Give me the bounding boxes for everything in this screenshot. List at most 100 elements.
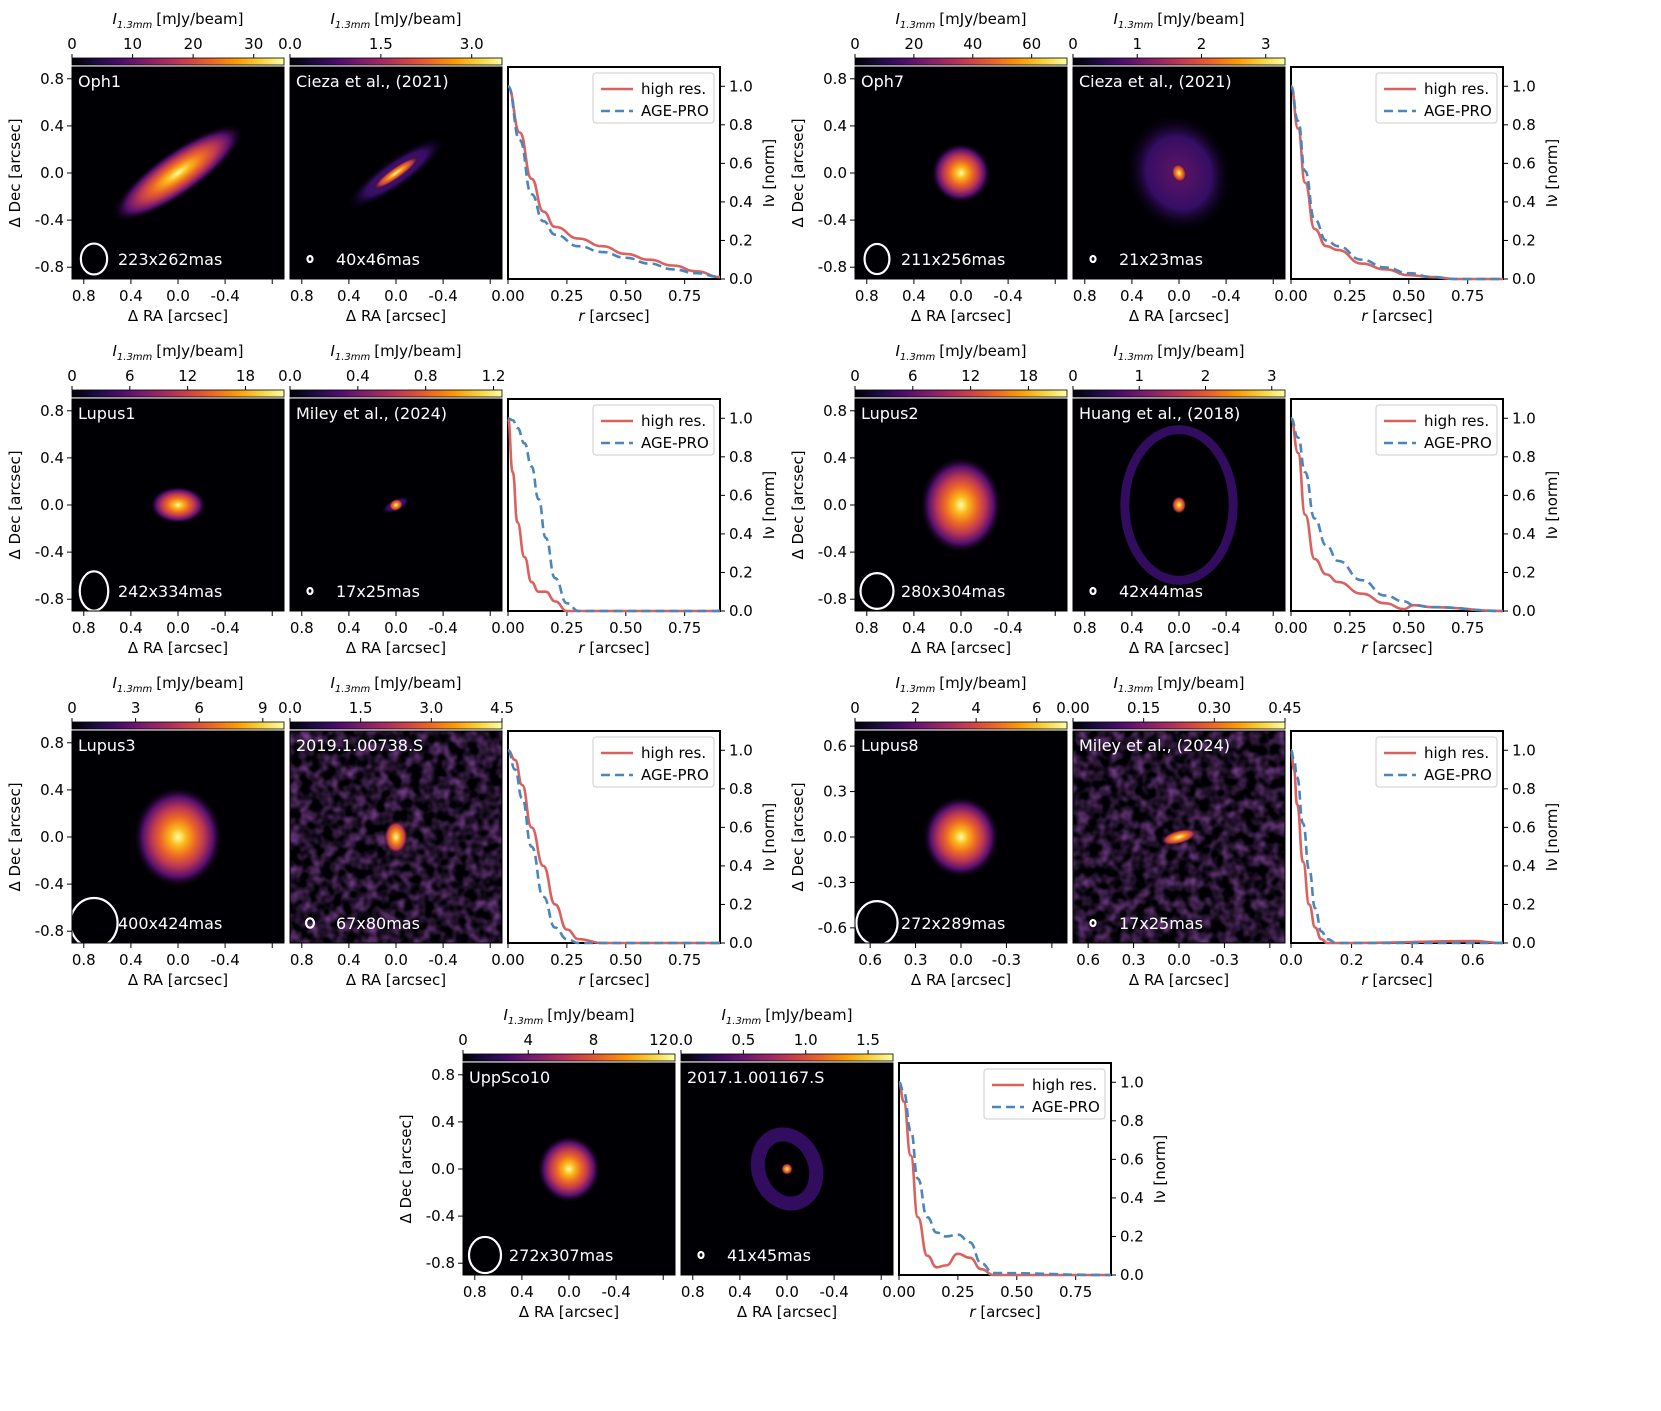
profile-ytick-label: 0.4 (729, 193, 753, 211)
map-xtick-label: 0.8 (290, 619, 314, 637)
profile-xtick-label: 0.0 (1279, 951, 1303, 969)
colorbar-label-symbol: I (1113, 10, 1118, 28)
profile-ytick-label: 0.4 (1512, 193, 1536, 211)
map-ytick-label: 0.8 (823, 402, 847, 420)
profile-xtick-label: 0.00 (491, 287, 524, 305)
map-xtick-label: 0.4 (1120, 619, 1144, 637)
profile-xtick-label: 0.25 (941, 1283, 974, 1301)
map-xtick-label: 0.8 (72, 951, 96, 969)
map-xtick-label: 0.0 (775, 1283, 799, 1301)
panel-group-oph7: 211x256mas Oph7 0.8 0.4 0.0 -0.4 Δ RA [arcsec]… (789, 10, 1561, 325)
colorbar-label-unit: [mJy/beam] (547, 1006, 634, 1024)
legend-label: AGE-PRO (1424, 766, 1492, 784)
series-line-age-pro (898, 1080, 1112, 1277)
map-ylabel: Δ Dec [arcsec] (789, 450, 807, 559)
colorbar-tick-label: 3 (1261, 35, 1271, 53)
map-ytick-label: 0.0 (431, 1160, 455, 1178)
profile-ylabel: Iν [norm] (1543, 803, 1561, 871)
colorbar-tick-label: 2 (911, 699, 921, 717)
colorbar-tick-label: 0.0 (278, 35, 302, 53)
colorbar-label-unit: [mJy/beam] (939, 342, 1026, 360)
colorbar-label: I1.3mm [mJy/beam] (1113, 674, 1244, 695)
map-highres (1073, 399, 1285, 611)
profile-ytick-label: 1.0 (1512, 409, 1536, 427)
map-agepro (855, 731, 1067, 943)
colorbar-label-unit: [mJy/beam] (156, 674, 243, 692)
profile-ytick-label: 0.6 (729, 154, 753, 172)
reference-label: 2017.1.001167.S (687, 1068, 824, 1087)
reference-label: Miley et al., (2024) (1079, 736, 1230, 755)
map-ytick-label: 0.0 (40, 496, 64, 514)
colorbar-label-unit: [mJy/beam] (374, 674, 461, 692)
profile-ytick-label: 0.8 (1120, 1112, 1144, 1130)
map-ytick-label: -0.8 (35, 590, 64, 608)
profile-xlabel: r [arcsec] (969, 1303, 1040, 1321)
profile-xtick-label: 0.25 (550, 951, 583, 969)
map-source (922, 795, 1000, 879)
panel-group-lupus8: 272x289mas Lupus8 0.6 0.3 0.0 -0.3 Δ RA [arcse… (789, 674, 1561, 989)
map-agepro (72, 399, 284, 611)
profile-ylabel: Iν [norm] (1151, 1135, 1169, 1203)
source-name: Oph1 (78, 72, 121, 91)
colorbar (854, 389, 1068, 398)
colorbar-tick-label: 0 (850, 367, 860, 385)
profile-xtick-label: 0.00 (1274, 287, 1307, 305)
series-line-age-pro (1289, 748, 1503, 945)
series-line-high-res (897, 1080, 1111, 1277)
map-xtick-label: 0.8 (1073, 287, 1097, 305)
profile-xlabel-unit: [arcsec] (976, 1303, 1041, 1321)
map-xlabel: Δ RA [arcsec] (346, 639, 446, 657)
map-xtick-label: 0.0 (557, 1283, 581, 1301)
series-line-high-res (506, 84, 721, 279)
profile-xtick-label: 0.6 (1461, 951, 1485, 969)
legend-label: high res. (641, 744, 706, 762)
map-ytick-label: -0.4 (35, 543, 64, 561)
colorbar-label-symbol: I (330, 342, 335, 360)
profile-xtick-label: 0.00 (1274, 619, 1307, 637)
profile-ytick-label: 0.4 (729, 525, 753, 543)
profile-xtick-label: 0.00 (882, 1283, 915, 1301)
colorbar (462, 1053, 676, 1062)
colorbar-label-unit: [mJy/beam] (374, 342, 461, 360)
beam-size-label: 21x23mas (1119, 250, 1203, 269)
beam-size-label: 67x80mas (336, 914, 420, 933)
map-xtick-label: 0.6 (858, 951, 882, 969)
colorbar-label-subscript: 1.3mm (1118, 352, 1154, 363)
profile-xtick-label: 0.4 (1400, 951, 1424, 969)
profile-xtick-label: 0.75 (1451, 619, 1484, 637)
profile-xtick-label: 0.00 (491, 951, 524, 969)
profile-xtick-label: 0.50 (1392, 619, 1425, 637)
colorbar-tick-label: 0 (67, 367, 77, 385)
colorbar (289, 389, 503, 398)
map-ytick-label: -0.4 (35, 211, 64, 229)
legend-label: AGE-PRO (641, 766, 709, 784)
colorbar (854, 721, 1068, 730)
colorbar-label: I1.3mm [mJy/beam] (112, 10, 243, 31)
colorbar-tick-label: 6 (908, 367, 918, 385)
colorbar-label-symbol: I (112, 10, 117, 28)
map-highres (290, 399, 502, 611)
colorbar-tick-label: 6 (1032, 699, 1042, 717)
reference-label: Cieza et al., (2021) (1079, 72, 1232, 91)
colorbar-tick-label: 12 (649, 1031, 668, 1049)
map-ytick-label: -0.8 (35, 922, 64, 940)
colorbar-tick-label: 0 (850, 699, 860, 717)
colorbar-tick-label: 4.5 (490, 699, 514, 717)
profile-ylabel: Iν [norm] (1543, 139, 1561, 207)
series-line-age-pro (507, 416, 720, 613)
colorbar-tick-label: 0.00 (1056, 699, 1089, 717)
series-line-age-pro (507, 748, 720, 945)
profile-ytick-label: 0.2 (729, 563, 753, 581)
map-xtick-label: -0.4 (993, 619, 1022, 637)
colorbar-label-unit: [mJy/beam] (156, 342, 243, 360)
colorbar (1072, 721, 1286, 730)
colorbar (71, 57, 285, 66)
profile-ytick-label: 0.0 (729, 270, 753, 288)
colorbar-label-symbol: I (330, 674, 335, 692)
profile-xlabel-symbol: r (578, 971, 585, 989)
colorbar (1072, 389, 1286, 398)
profile-xlabel-symbol: r (1361, 971, 1368, 989)
map-xtick-label: -0.4 (1211, 619, 1240, 637)
profile-plot: 0.00 0.25 0.50 0.75 0.0 0.2 0.4 0.6 0.8 1.0 r [arc… (491, 730, 778, 989)
profile-ytick-label: 0.0 (729, 934, 753, 952)
